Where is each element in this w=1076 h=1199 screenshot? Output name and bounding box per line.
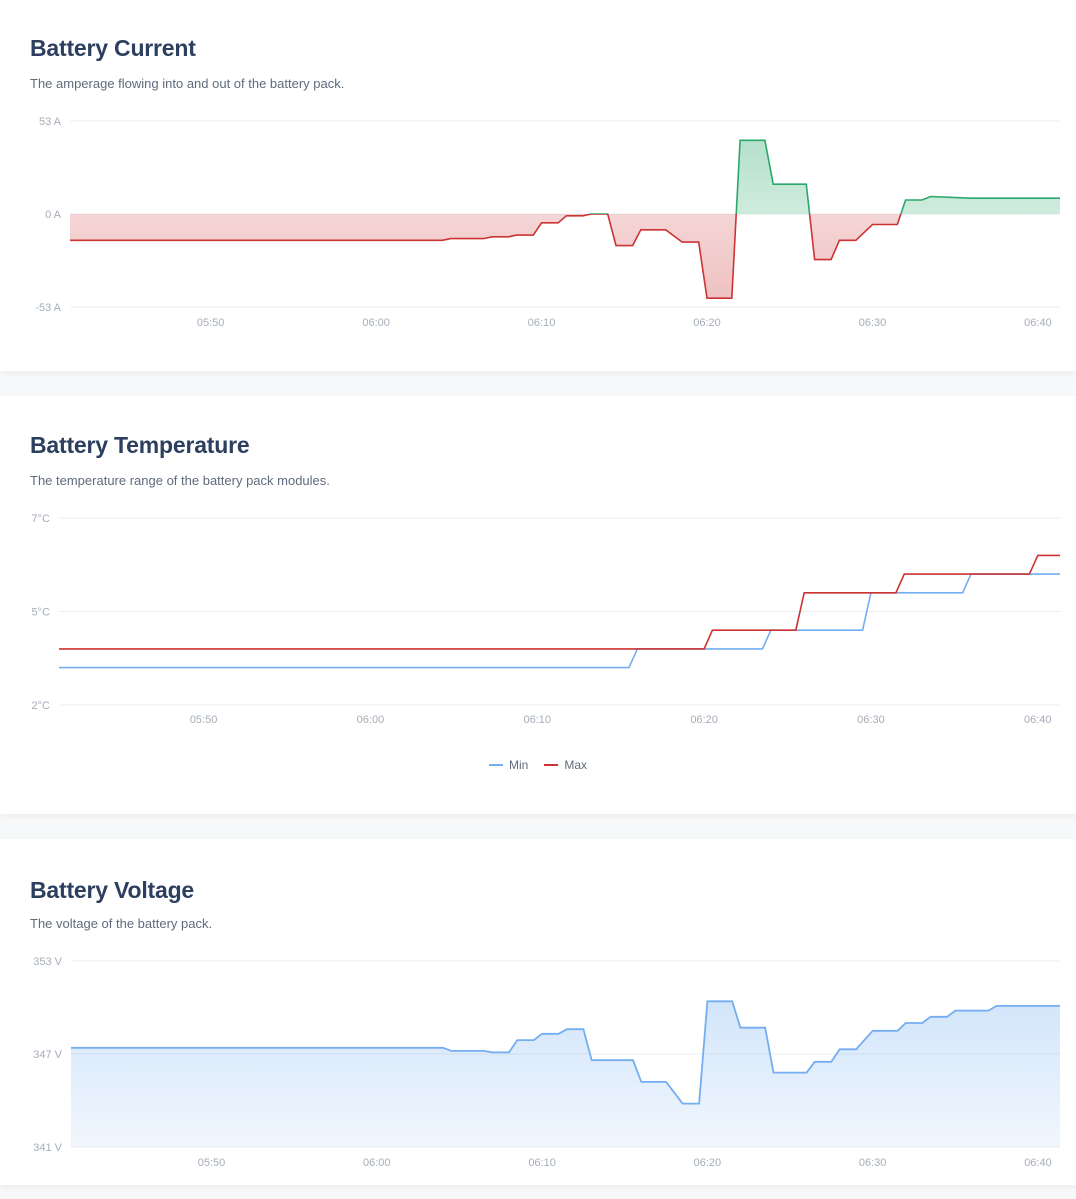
current-line-negative [70,214,902,299]
x-tick-label: 06:20 [694,1157,722,1169]
x-tick-label: 06:10 [523,714,551,726]
legend-swatch-max [544,764,559,766]
y-tick-label: 2°C [32,700,51,712]
y-tick-label: 347 V [33,1049,62,1061]
legend-label-max: Max [564,758,587,772]
x-tick-label: 06:00 [357,714,385,726]
x-tick-label: 05:50 [198,1157,226,1169]
x-tick-label: 05:50 [190,714,218,726]
x-tick-label: 06:30 [859,317,887,329]
y-tick-label: 7°C [32,513,51,525]
x-tick-label: 06:10 [528,317,556,329]
temperature-line-min [59,573,1060,669]
chart-title: Battery Temperature [30,432,250,458]
y-tick-label: 53 A [39,116,62,128]
x-tick-label: 06:40 [1024,714,1052,726]
x-tick-label: 06:00 [363,1157,391,1169]
legend-item-max[interactable]: Max [544,758,587,772]
y-tick-label: 341 V [33,1142,62,1154]
current-area-positive [70,140,1060,214]
battery-current-card: Battery Current The amperage flowing int… [0,0,1076,371]
current-area-negative [70,214,1060,299]
temperature-line-max [59,554,1060,650]
voltage-area [71,1001,1060,1147]
chart-description: The amperage flowing into and out of the… [30,76,345,91]
x-tick-label: 06:40 [1024,317,1052,329]
chart-description: The voltage of the battery pack. [30,916,213,931]
legend-label-min: Min [508,758,529,772]
voltage-line [71,1000,1060,1105]
y-tick-label: 5°C [32,607,51,619]
legend-swatch-min [488,764,503,766]
chart-description: The temperature range of the battery pac… [30,473,330,488]
battery-current-chart: 53 A 0 A -53 A 05:50 06:00 06:10 06:20 06:30 06:… [35,116,1060,329]
battery-voltage-chart: 353 V 347 V 341 V 05:50 06:00 06:10 06:20 06:30… [33,956,1060,1169]
x-tick-label: 06:30 [859,1157,887,1169]
battery-voltage-card: Battery Voltage The voltage of the batte… [0,839,1076,1185]
chart-legend: Min Max [0,758,1076,772]
chart-title: Battery Voltage [30,877,195,903]
x-tick-label: 06:30 [857,714,885,726]
y-tick-label: -53 A [35,302,61,314]
x-tick-label: 06:20 [690,714,718,726]
y-tick-label: 353 V [33,956,62,968]
x-tick-label: 06:10 [528,1157,556,1169]
legend-item-min[interactable]: Min [488,758,529,772]
battery-temperature-chart: 7°C 5°C 2°C 05:50 06:00 06:10 06:20 06:30 06:40 [32,513,1060,726]
x-tick-label: 06:20 [693,317,721,329]
chart-title: Battery Current [30,35,196,61]
y-tick-label: 0 A [45,209,62,221]
x-tick-label: 06:00 [362,317,390,329]
battery-temperature-card: Battery Temperature The temperature rang… [0,396,1076,814]
x-tick-label: 06:40 [1024,1157,1052,1169]
x-tick-label: 05:50 [197,317,225,329]
